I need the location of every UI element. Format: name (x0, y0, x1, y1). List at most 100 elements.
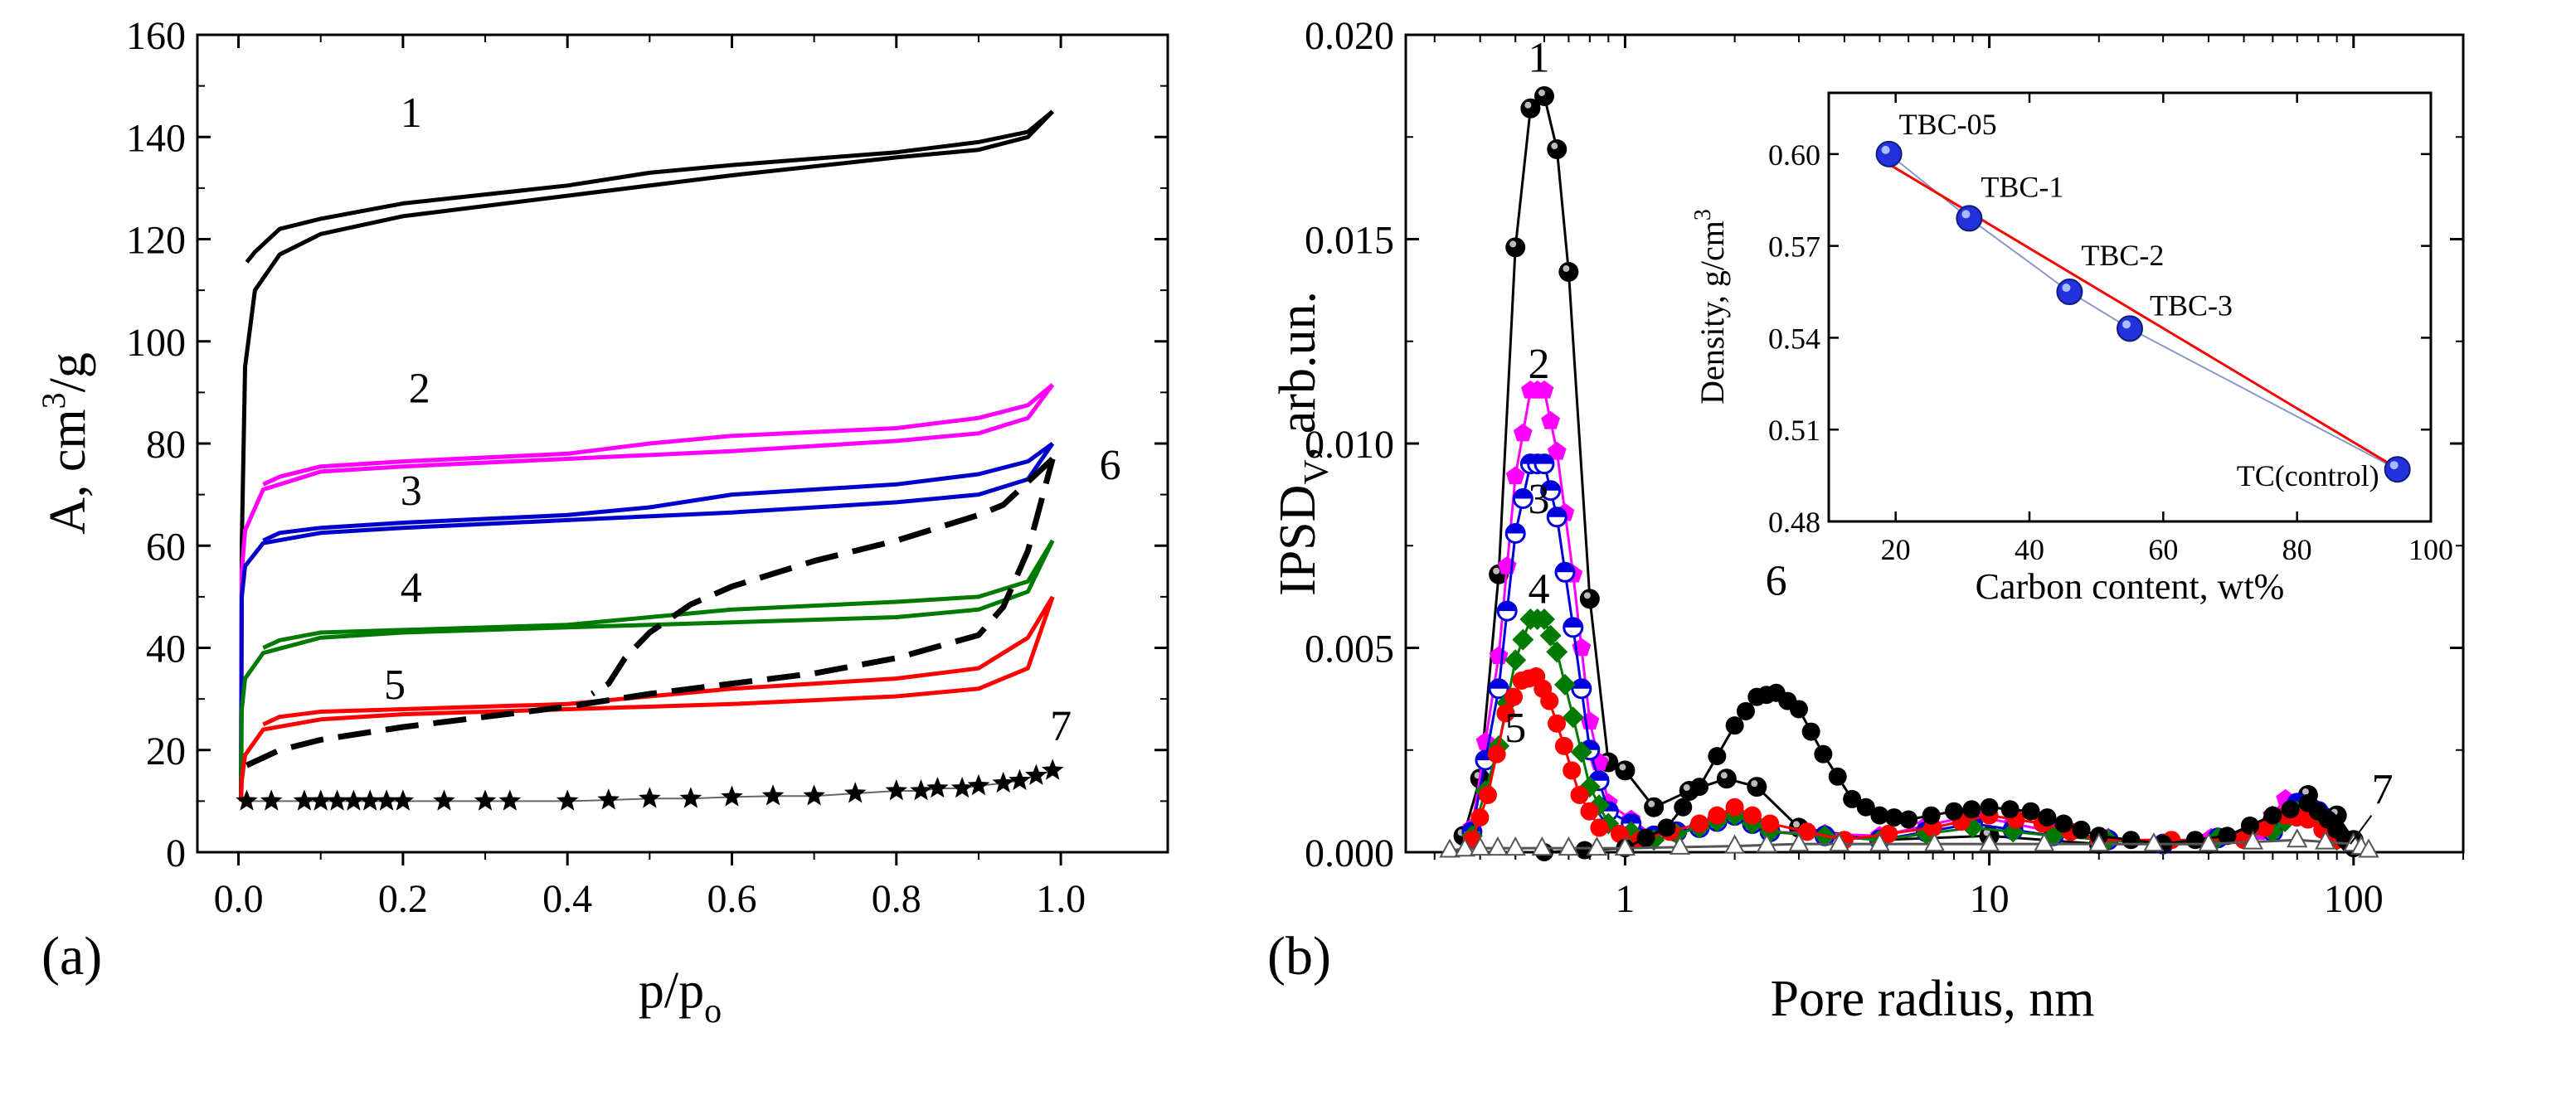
dot-marker (2021, 802, 2040, 821)
dot-marker (1980, 797, 1999, 817)
triangle-marker (1439, 838, 1461, 858)
diamond-marker (1562, 706, 1584, 729)
circle-marker (1563, 761, 1582, 780)
dot-marker (1657, 818, 1676, 837)
panel-b-x-label: Pore radius, nm (1771, 971, 2095, 1027)
isotherm-7 (236, 759, 1064, 811)
triangle-marker (2242, 830, 2264, 850)
x-tick-label: 20 (1881, 533, 1911, 566)
star-marker (597, 788, 620, 810)
star-marker (474, 789, 497, 811)
triangle-marker (2287, 828, 2308, 848)
adsorption-branch (239, 540, 1055, 802)
circle-marker (1690, 814, 1709, 833)
panel-b-series (1439, 85, 2379, 861)
y-tick-label: 0.020 (1305, 14, 1394, 58)
star-marker (433, 789, 455, 811)
triangle-marker (1788, 832, 1810, 852)
x-tick-label: 1.0 (1036, 877, 1086, 921)
star-marker (910, 779, 932, 801)
panel-b-y-label-main: IPSD (1270, 485, 1326, 596)
psd-curve-5 (1462, 667, 2346, 850)
data-point-highlight (2389, 461, 2399, 470)
halfcircle-marker-fill (1506, 524, 1525, 534)
panel-a-x-label-sub: o (704, 992, 722, 1030)
diamond-marker (1533, 608, 1555, 630)
panel-a-frame (196, 33, 1169, 854)
triangle-marker (1469, 836, 1491, 856)
halfcircle-marker-fill (1498, 602, 1517, 612)
diamond-marker (1554, 673, 1577, 696)
adsorption-branch (239, 442, 1055, 802)
inset-y-axis: 0.48 0.51 0.54 0.57 0.60 (1768, 138, 2431, 539)
triangle-marker (1558, 836, 1580, 856)
triangle-marker (1923, 832, 1946, 852)
circle-marker (1879, 824, 1898, 843)
pentagon-marker (1505, 466, 1525, 485)
panel-a-y-label-tail: /g (40, 352, 96, 392)
circle-marker (1580, 802, 1599, 821)
y-tick-label: 0.010 (1305, 423, 1394, 467)
triangle-marker (1756, 833, 1777, 853)
curve-label: 5 (1504, 705, 1526, 752)
dot-marker (2281, 800, 2300, 819)
curve-label: 2 (409, 366, 430, 413)
pentagon-marker (1513, 423, 1533, 442)
halfcircle-marker-fill (1563, 618, 1582, 628)
x-tick-label: 0.2 (378, 877, 428, 921)
halfcircle-marker-fill (1556, 563, 1575, 573)
diamond-marker (1570, 741, 1592, 764)
dot-marker (1736, 701, 1755, 720)
y-tick-label: 0.51 (1768, 414, 1820, 447)
panel-b-tag: (b) (1267, 926, 1331, 987)
curve-label: 2 (1529, 341, 1550, 388)
desorption-branch (245, 109, 1054, 264)
x-tick-label: 60 (2148, 533, 2178, 566)
inset-y-label-sup: 3 (1690, 209, 1716, 221)
y-tick-label: 20 (146, 730, 186, 773)
pentagon-marker (1547, 441, 1567, 460)
star-marker (950, 777, 974, 798)
triangle-marker (1487, 836, 1509, 856)
ball-marker-highlight (2301, 788, 2309, 795)
star-marker (1009, 768, 1031, 791)
pentagon-marker (1580, 711, 1600, 730)
ball-marker (1547, 139, 1567, 160)
dot-marker (2218, 827, 2237, 846)
triangle-marker (1454, 837, 1475, 857)
triangle-marker (1723, 834, 1746, 854)
triangle-marker (1828, 832, 1850, 852)
dot-marker (1945, 802, 1964, 821)
circle-marker (1742, 806, 1762, 825)
curve-label: 4 (401, 565, 422, 612)
data-point (1956, 205, 1983, 232)
pentagon-marker (1541, 410, 1560, 429)
circle-marker (1708, 806, 1727, 825)
triangle-marker (2198, 832, 2219, 852)
y-tick-label: 140 (126, 116, 186, 160)
star-marker (260, 789, 283, 811)
circle-marker (1570, 785, 1589, 804)
curve-label: 3 (1529, 476, 1550, 523)
data-point-highlight (1961, 210, 1971, 219)
x-tick-label: 0.0 (214, 877, 264, 921)
ball-marker (1615, 760, 1636, 781)
star-marker (498, 789, 522, 811)
ball-marker (1505, 237, 1526, 258)
star-marker (293, 789, 316, 811)
dot-marker (1843, 789, 1862, 808)
circle-marker (1554, 736, 1573, 755)
dot-marker (1725, 716, 1744, 735)
x-tick-label: 80 (2282, 533, 2312, 566)
diamond-marker (1546, 641, 1568, 663)
point-label: TBC-2 (2081, 239, 2164, 272)
panel-a-x-label: p/po (639, 962, 722, 1030)
circle-marker (1548, 714, 1567, 733)
star-marker (926, 777, 949, 798)
point-label: TC(control) (2237, 459, 2379, 492)
curve-label: 7 (1050, 702, 1072, 749)
y-tick-label: 0.57 (1768, 230, 1820, 264)
ball-marker (1533, 85, 1554, 106)
dot-marker (1789, 700, 1808, 719)
inset-y-label: Density, g/cm3 (1690, 209, 1731, 405)
